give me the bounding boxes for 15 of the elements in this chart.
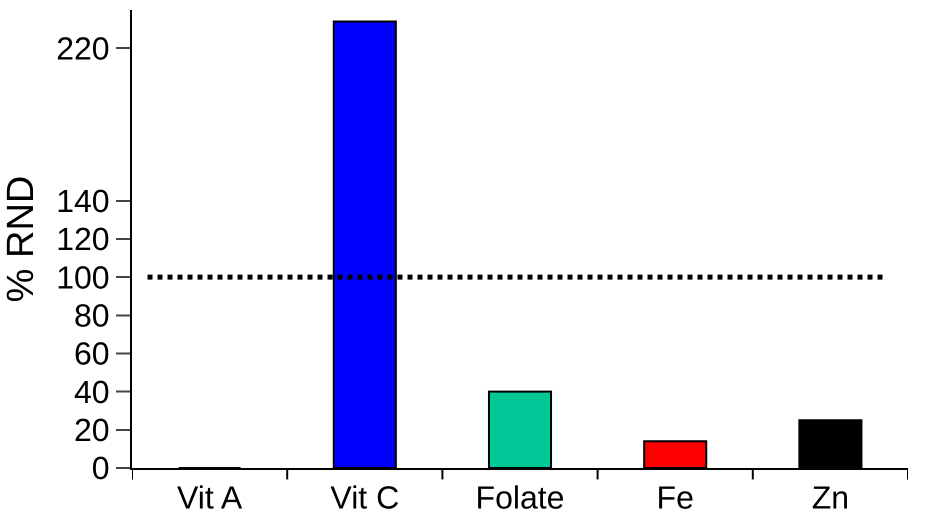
y-tick-label: 40: [74, 374, 110, 410]
y-tick-label: 60: [74, 336, 110, 372]
y-tick-label: 120: [56, 221, 110, 258]
x-tick-label: Zn: [812, 479, 850, 516]
y-tick-label: 0: [92, 450, 110, 486]
y-axis-title: % RND: [0, 176, 42, 302]
y-tick-label: 20: [74, 412, 110, 448]
y-tick-label: 220: [56, 30, 110, 66]
y-tick-label: 100: [56, 259, 110, 296]
y-tick-label: 80: [74, 298, 110, 334]
x-tick-label: Fe: [656, 479, 694, 516]
y-tick-label: 140: [56, 183, 110, 220]
x-tick-label: Vit A: [176, 479, 243, 516]
x-tick-label: Folate: [476, 479, 564, 516]
x-tick-label: Vit C: [330, 479, 400, 516]
